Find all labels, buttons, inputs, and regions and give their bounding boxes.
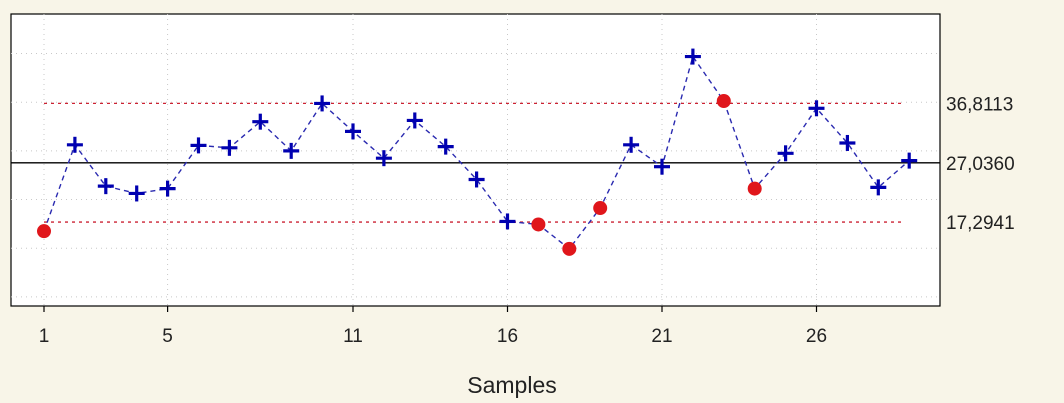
cl-label: 27,0360 — [946, 154, 1015, 175]
lcl-label: 17,2941 — [946, 213, 1015, 234]
out-of-control-point — [37, 224, 51, 239]
sample-point — [777, 145, 794, 162]
sample-point — [406, 112, 423, 129]
series-sample-values — [37, 48, 918, 256]
sample-point — [375, 150, 392, 167]
out-of-control-point — [593, 201, 608, 216]
x-axis: 1 5 11 16 21 26 — [39, 306, 827, 347]
x-tick-label: 26 — [806, 326, 827, 347]
sample-point — [654, 158, 670, 175]
out-of-control-point — [531, 217, 546, 232]
x-tick-label: 21 — [651, 326, 672, 347]
sample-point — [66, 136, 83, 153]
sample-point — [190, 137, 207, 154]
sample-point — [437, 138, 454, 155]
sample-point — [345, 123, 361, 140]
x-tick-label: 1 — [39, 326, 50, 347]
x-tick-label: 11 — [343, 326, 363, 347]
sample-point — [808, 100, 825, 117]
control-limit-labels: 36,8113 27,0360 17,2941 — [946, 94, 1015, 234]
sample-point — [839, 134, 856, 151]
x-axis-title: Samples — [467, 372, 556, 398]
sample-point — [159, 180, 176, 197]
sample-point — [283, 142, 300, 159]
x-tick-label: 5 — [162, 326, 173, 347]
sample-point — [97, 178, 114, 195]
sample-point — [623, 136, 640, 153]
sample-point — [221, 139, 238, 156]
out-of-control-point — [716, 93, 731, 108]
sample-point — [468, 171, 485, 188]
out-of-control-point — [747, 181, 762, 196]
sample-point — [314, 95, 331, 112]
sample-point — [128, 185, 145, 202]
out-of-control-point — [562, 241, 577, 256]
sample-point — [870, 179, 887, 196]
sample-point — [252, 113, 269, 130]
sample-point — [499, 213, 516, 230]
x-tick-label: 16 — [497, 326, 518, 347]
ucl-label: 36,8113 — [946, 94, 1013, 115]
sample-point — [901, 152, 918, 169]
control-lines — [11, 102, 940, 223]
sample-point — [684, 48, 701, 65]
plot-area — [10, 13, 941, 307]
